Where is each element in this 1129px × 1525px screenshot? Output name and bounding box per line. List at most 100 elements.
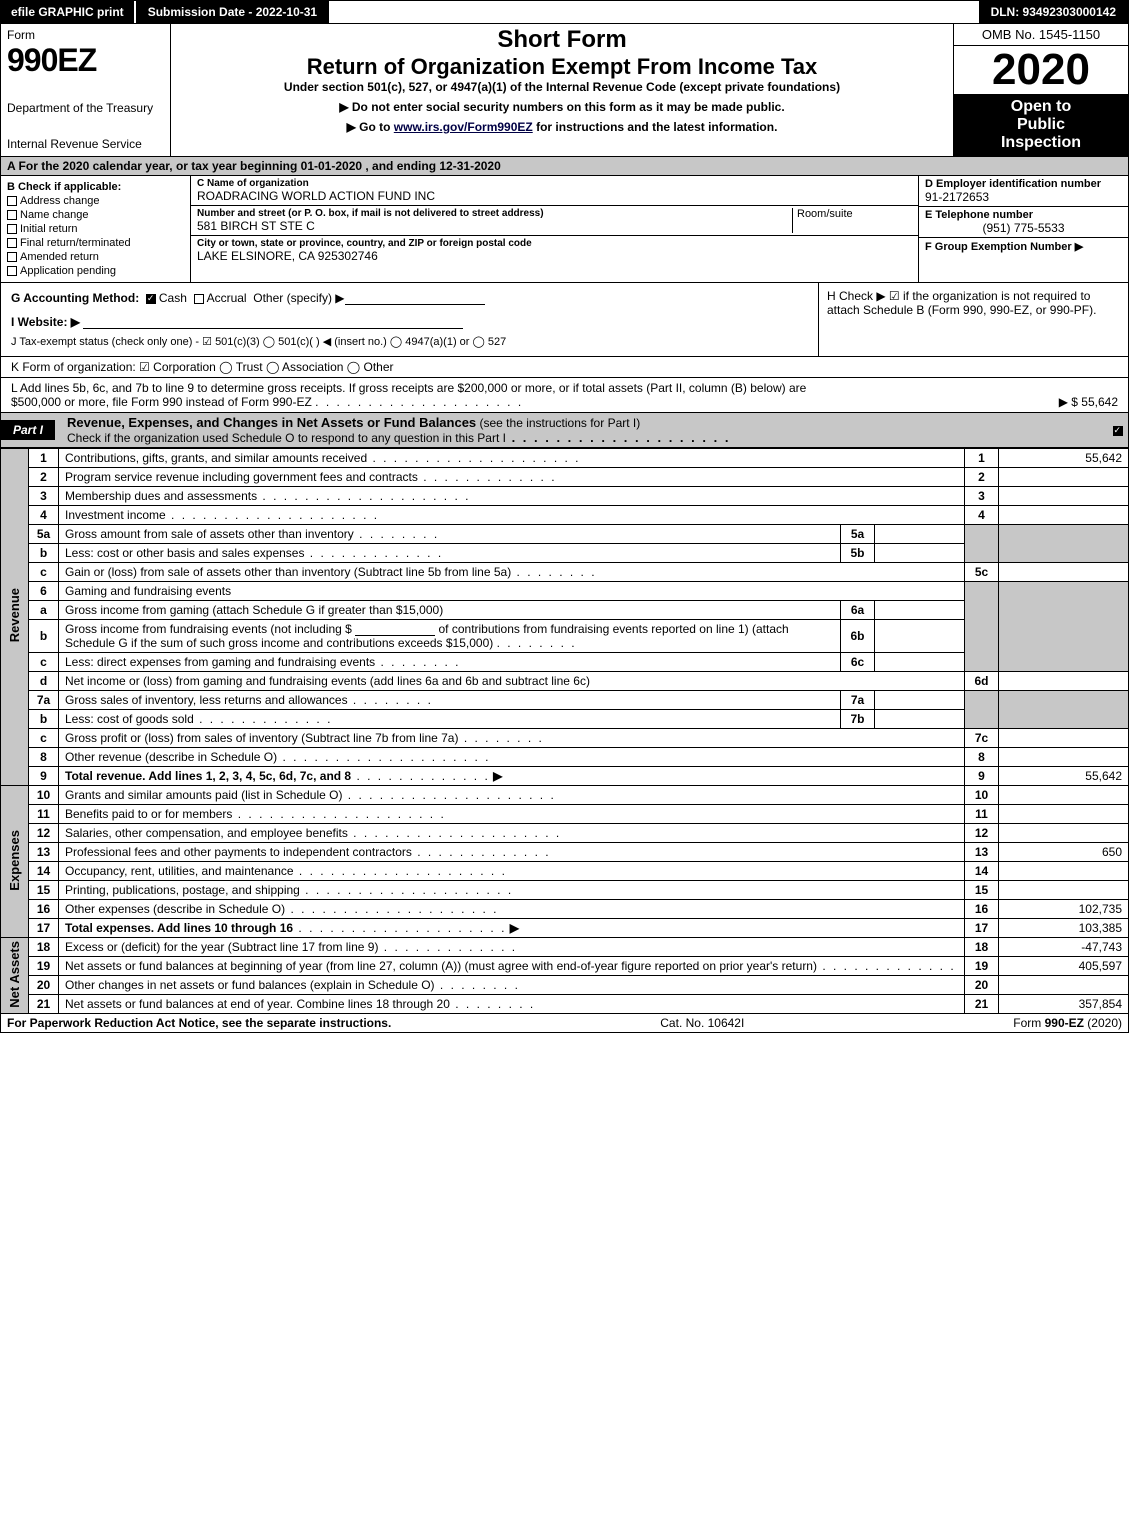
cat-no: Cat. No. 10642I — [391, 1016, 1013, 1030]
header-right: OMB No. 1545-1150 2020 Open to Public In… — [953, 24, 1128, 156]
line-5b-val — [875, 544, 965, 563]
dept-treasury: Department of the Treasury — [7, 101, 164, 115]
dots — [315, 395, 523, 409]
entity-block: B Check if applicable: Address change Na… — [0, 176, 1129, 283]
phone-block: E Telephone number (951) 775-5533 — [919, 207, 1128, 238]
chk-final-return[interactable]: Final return/terminated — [7, 237, 184, 249]
section-b: B Check if applicable: Address change Na… — [1, 176, 191, 282]
mini-ref: 7b — [841, 710, 875, 729]
line-15-amt — [999, 881, 1129, 900]
goto-link[interactable]: www.irs.gov/Form990EZ — [394, 120, 533, 134]
line-num: 2 — [29, 468, 59, 487]
line-10-amt — [999, 786, 1129, 805]
j-tax-exempt: J Tax-exempt status (check only one) - ☑… — [11, 335, 808, 348]
no-ssn-warning: ▶ Do not enter social security numbers o… — [179, 100, 945, 114]
line-9-desc: Total revenue. Add lines 1, 2, 3, 4, 5c,… — [59, 767, 965, 786]
line-5c-amt — [999, 563, 1129, 582]
open-line-1: Open to — [958, 98, 1124, 116]
checkbox-checked-icon — [1113, 426, 1123, 436]
city-row: City or town, state or province, country… — [191, 236, 918, 265]
line-21-amt: 357,854 — [999, 995, 1129, 1014]
line-5a-val — [875, 525, 965, 544]
l6b-amount-input[interactable] — [355, 622, 435, 636]
b-item-label: Final return/terminated — [20, 237, 131, 249]
b-item-label: Address change — [20, 195, 100, 207]
chk-address-change[interactable]: Address change — [7, 195, 184, 207]
line-1-desc: Contributions, gifts, grants, and simila… — [59, 449, 965, 468]
line-7a-desc: Gross sales of inventory, less returns a… — [59, 691, 841, 710]
checkbox-checked-icon[interactable] — [146, 294, 156, 304]
open-inspection: Open to Public Inspection — [954, 94, 1128, 156]
side-revenue: Revenue — [1, 449, 29, 786]
side-net-assets: Net Assets — [1, 938, 29, 1014]
line-16-amt: 102,735 — [999, 900, 1129, 919]
line-num: 6 — [29, 582, 59, 601]
ein-value: 91-2172653 — [925, 190, 1122, 204]
efile-print-button[interactable]: efile GRAPHIC print — [1, 1, 136, 23]
line-num: c — [29, 653, 59, 672]
line-12-desc: Salaries, other compensation, and employ… — [59, 824, 965, 843]
checkbox-icon — [7, 238, 17, 248]
org-name: ROADRACING WORLD ACTION FUND INC — [197, 189, 435, 203]
group-exemption-block: F Group Exemption Number ▶ — [919, 238, 1128, 255]
chk-initial-return[interactable]: Initial return — [7, 223, 184, 235]
line-num: 13 — [29, 843, 59, 862]
checkbox-icon — [7, 196, 17, 206]
g-other: Other (specify) ▶ — [253, 291, 344, 305]
line-num: c — [29, 729, 59, 748]
line-6c-val — [875, 653, 965, 672]
shade-cell — [999, 691, 1129, 729]
line-4-desc: Investment income — [59, 506, 965, 525]
line-6d-desc: Net income or (loss) from gaming and fun… — [59, 672, 965, 691]
line-num: 21 — [29, 995, 59, 1014]
l-amount: ▶ $ 55,642 — [1059, 395, 1118, 409]
city-state-zip: LAKE ELSINORE, CA 925302746 — [197, 249, 536, 263]
header-left: Form 990EZ Department of the Treasury In… — [1, 24, 171, 156]
ein-block: D Employer identification number 91-2172… — [919, 176, 1128, 207]
line-ref: 11 — [965, 805, 999, 824]
g-other-input[interactable] — [345, 291, 485, 305]
line-num: b — [29, 544, 59, 563]
checkbox-icon[interactable] — [194, 294, 204, 304]
line-num: 14 — [29, 862, 59, 881]
line-num: 20 — [29, 976, 59, 995]
line-ref: 6d — [965, 672, 999, 691]
side-revenue-label: Revenue — [7, 588, 22, 642]
city-label: City or town, state or province, country… — [197, 238, 532, 249]
line-num: 11 — [29, 805, 59, 824]
section-g-h-i-j: G Accounting Method: Cash Accrual Other … — [0, 283, 1129, 357]
part-1-title-text: Revenue, Expenses, and Changes in Net As… — [67, 415, 476, 430]
chk-name-change[interactable]: Name change — [7, 209, 184, 221]
line-6d-amt — [999, 672, 1129, 691]
line-ref: 8 — [965, 748, 999, 767]
open-line-2: Public — [958, 116, 1124, 134]
g-cash: Cash — [159, 291, 187, 305]
lines-table: Revenue 1 Contributions, gifts, grants, … — [0, 448, 1129, 1014]
g-accounting: G Accounting Method: Cash Accrual Other … — [11, 291, 808, 305]
line-ref: 19 — [965, 957, 999, 976]
chk-application-pending[interactable]: Application pending — [7, 265, 184, 277]
line-20-amt — [999, 976, 1129, 995]
chk-amended-return[interactable]: Amended return — [7, 251, 184, 263]
line-num: 19 — [29, 957, 59, 976]
row-k: K Form of organization: ☑ Corporation ◯ … — [0, 357, 1129, 378]
website-input[interactable] — [83, 315, 463, 329]
part-1-checkbox[interactable] — [1110, 423, 1128, 437]
line-6b-val — [875, 620, 965, 653]
goto-line: ▶ Go to www.irs.gov/Form990EZ for instru… — [179, 120, 945, 134]
d-label: D Employer identification number — [925, 178, 1122, 190]
part-1-title: Revenue, Expenses, and Changes in Net As… — [63, 413, 1110, 447]
line-num: c — [29, 563, 59, 582]
line-num: 18 — [29, 938, 59, 957]
line-15-desc: Printing, publications, postage, and shi… — [59, 881, 965, 900]
tax-year: 2020 — [954, 46, 1128, 94]
line-ref: 4 — [965, 506, 999, 525]
part-1-check-text: Check if the organization used Schedule … — [67, 431, 506, 445]
i-website: I Website: ▶ — [11, 315, 808, 329]
line-6a-desc: Gross income from gaming (attach Schedul… — [59, 601, 841, 620]
line-13-amt: 650 — [999, 843, 1129, 862]
line-7b-val — [875, 710, 965, 729]
return-title: Return of Organization Exempt From Incom… — [179, 54, 945, 80]
line-ref: 2 — [965, 468, 999, 487]
line-num: 15 — [29, 881, 59, 900]
